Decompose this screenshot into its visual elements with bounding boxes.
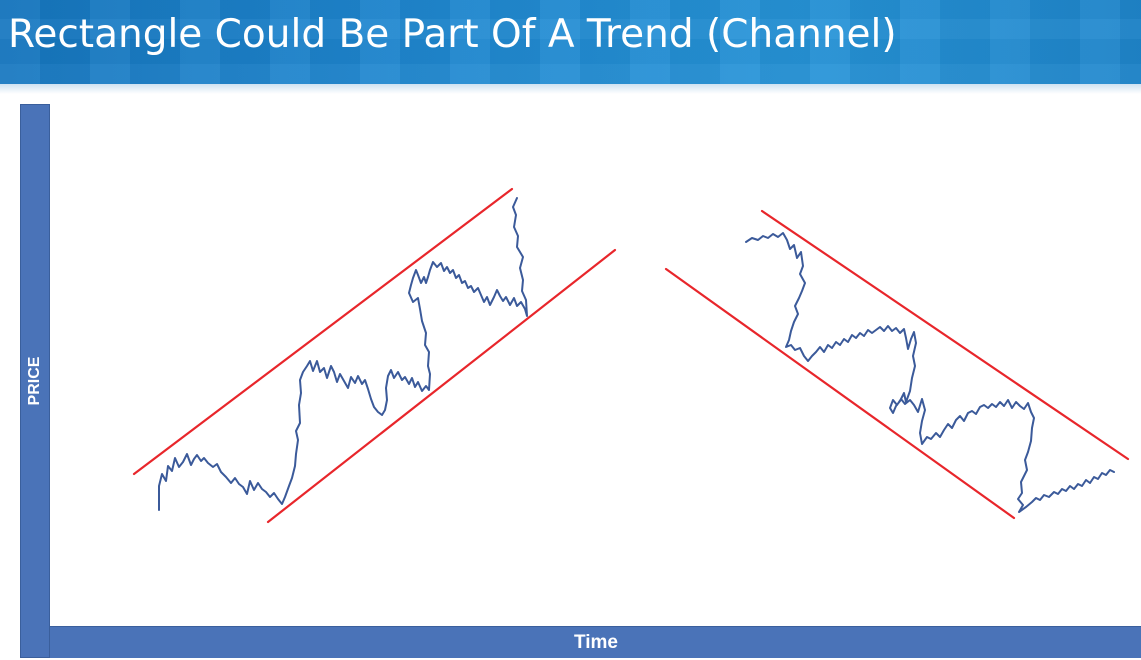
rising-channel-upper-line	[132, 187, 514, 476]
rising-channel-lower-line	[266, 248, 617, 524]
title-underline	[0, 84, 1141, 94]
time-axis-bar	[50, 626, 1141, 658]
price-axis-label: PRICE	[26, 356, 43, 406]
title-bar: Rectangle Could Be Part Of A Trend (Chan…	[0, 0, 1141, 84]
slide-title: Rectangle Could Be Part Of A Trend (Chan…	[8, 12, 897, 57]
title-bar-texture	[0, 0, 1141, 84]
price-axis-bar	[20, 104, 50, 658]
rising-channel	[132, 187, 617, 524]
falling-price-line	[745, 232, 1115, 513]
rising-price-line	[158, 197, 528, 511]
time-axis-label: Time	[573, 632, 619, 653]
falling-channel	[664, 209, 1130, 520]
falling-channel-upper-line	[760, 209, 1130, 461]
falling-channel-lower-line	[664, 267, 1016, 520]
